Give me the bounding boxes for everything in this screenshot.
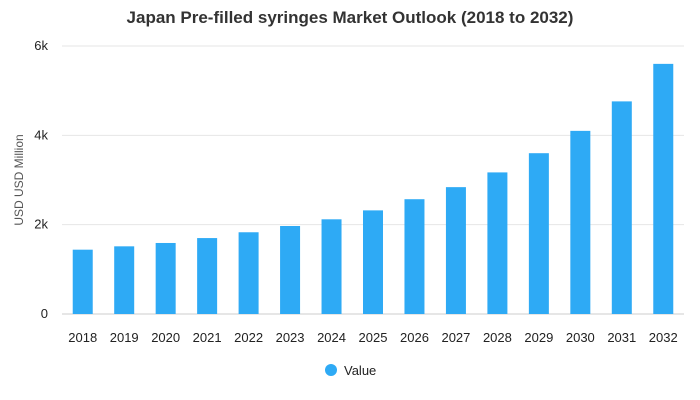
x-tick-label: 2025 <box>359 330 388 345</box>
bar[interactable] <box>611 101 632 315</box>
bar[interactable] <box>404 199 425 314</box>
x-tick-label: 2026 <box>400 330 429 345</box>
bar[interactable] <box>72 249 93 314</box>
legend-marker-icon <box>325 364 337 376</box>
chart-title: Japan Pre-filled syringes Market Outlook… <box>126 8 574 27</box>
x-tick-label: 2018 <box>68 330 97 345</box>
legend[interactable]: Value <box>325 363 376 378</box>
x-tick-label: 2024 <box>317 330 346 345</box>
x-tick-label: 2028 <box>483 330 512 345</box>
legend-label: Value <box>344 363 376 378</box>
bar[interactable] <box>487 172 508 314</box>
x-axis-tick-labels: 2018 2019 2020 2021 2022 2023 2024 2025 2026 2027… <box>68 330 677 345</box>
x-tick-label: 2021 <box>193 330 222 345</box>
x-tick-label: 2019 <box>110 330 139 345</box>
y-tick-label: 2k <box>34 217 48 232</box>
bar[interactable] <box>528 153 549 314</box>
x-tick-label: 2029 <box>524 330 553 345</box>
bar[interactable] <box>155 242 176 314</box>
bar[interactable] <box>238 232 259 314</box>
bar[interactable] <box>363 210 383 314</box>
bar[interactable] <box>570 130 591 314</box>
x-tick-label: 2031 <box>607 330 636 345</box>
bar[interactable] <box>114 246 135 314</box>
bar[interactable] <box>280 226 301 314</box>
x-tick-label: 2027 <box>441 330 470 345</box>
x-tick-label: 2023 <box>276 330 305 345</box>
x-tick-label: 2020 <box>151 330 180 345</box>
y-tick-label: 0 <box>41 306 48 321</box>
x-tick-label: 2030 <box>566 330 595 345</box>
y-tick-label: 4k <box>34 127 48 142</box>
x-tick-label: 2022 <box>234 330 263 345</box>
y-axis-title: USD USD Million <box>12 134 26 225</box>
y-tick-label: 6k <box>34 38 48 53</box>
bar-series <box>72 63 674 315</box>
bar[interactable] <box>321 219 342 314</box>
bar[interactable] <box>653 63 674 314</box>
y-axis-tick-labels: 0 2k 4k 6k <box>34 38 48 321</box>
bar[interactable] <box>445 187 466 314</box>
x-tick-label: 2032 <box>649 330 678 345</box>
bar[interactable] <box>197 238 218 314</box>
